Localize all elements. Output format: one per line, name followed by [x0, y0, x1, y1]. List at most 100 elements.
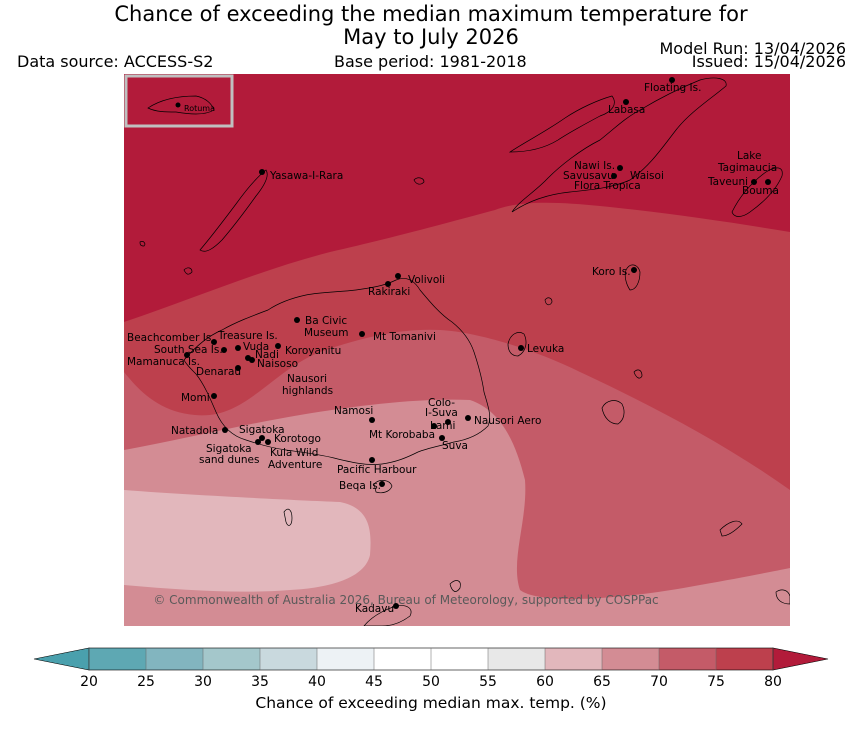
place-label: highlands	[282, 385, 333, 397]
place-marker	[222, 427, 228, 433]
place-marker	[211, 339, 217, 345]
place-label: Nawi Is.	[574, 160, 615, 172]
place-label: Mt Korobaba	[369, 429, 435, 441]
place-marker	[439, 435, 445, 441]
place-label: Pacific Harbour	[337, 464, 417, 476]
place-marker	[249, 357, 255, 363]
colorbar-segment	[317, 648, 374, 670]
place-marker	[617, 165, 623, 171]
coast-vanua-levu	[511, 77, 727, 213]
place-label: Colo-	[428, 397, 455, 409]
place-marker	[431, 423, 437, 429]
colorbar-segment	[716, 648, 773, 670]
place-marker	[275, 343, 281, 349]
place-label: Treasure Is.	[217, 330, 278, 342]
place-marker	[255, 439, 261, 445]
place-label: Volivoli	[408, 274, 445, 286]
place-marker	[379, 481, 385, 487]
place-label: Nausori	[287, 373, 327, 385]
place-marker	[221, 347, 227, 353]
place-label: Tagimaucia	[717, 162, 777, 174]
colorbar-tick-label: 30	[194, 674, 212, 690]
colorbar-tick-label: 70	[650, 674, 668, 690]
colorbar-tick-label: 40	[308, 674, 326, 690]
place-label: Levuka	[527, 343, 564, 355]
place-marker	[518, 345, 524, 351]
issued-label: Issued: 15/04/2026	[691, 52, 846, 71]
place-marker	[235, 365, 241, 371]
coast-beqa	[373, 480, 393, 494]
place-label: Labasa	[608, 104, 645, 116]
place-marker	[393, 603, 399, 609]
place-marker	[445, 419, 451, 425]
model-run-label: Model Run: 13/04/2026	[659, 39, 847, 58]
colorbar-segment	[203, 648, 260, 670]
place-marker	[611, 173, 617, 179]
place-label: Momi	[181, 392, 210, 404]
place-label: Museum	[304, 327, 349, 339]
place-marker	[265, 439, 271, 445]
place-marker	[623, 99, 629, 105]
coast-viti-levu	[183, 278, 490, 465]
colorbar-segment	[89, 648, 146, 670]
place-label: Koroyanitu	[285, 345, 341, 357]
colorbar-tick-label: 80	[764, 674, 782, 690]
place-label: Yasawa-I-Rara	[269, 170, 343, 182]
probability-field: Rotuma © Commonwealth of Australia 2026,…	[124, 74, 790, 626]
coastlines	[139, 77, 790, 626]
place-label: Namosi	[334, 405, 373, 417]
place-label: sand dunes	[199, 454, 259, 466]
colorbar-under-arrow	[33, 647, 90, 671]
colorbar-segment	[260, 648, 317, 670]
base-period-label: Base period: 1981-2018	[334, 52, 527, 71]
coast-ovalau	[507, 332, 527, 357]
colorbar-tick-label: 65	[593, 674, 611, 690]
coast-kadavu	[363, 605, 412, 626]
place-marker	[369, 417, 375, 423]
place-label: Sigatoka	[239, 424, 285, 436]
colorbar-segment	[545, 648, 602, 670]
place-marker	[259, 169, 265, 175]
place-label: Natadola	[171, 425, 218, 437]
place-marker	[465, 415, 471, 421]
colorbar-tick-label: 35	[251, 674, 269, 690]
place-label: South Sea Is.	[154, 344, 223, 356]
place-label: Nadi	[255, 349, 279, 361]
place-marker	[235, 345, 241, 351]
colorbar-segment	[659, 648, 716, 670]
place-marker	[294, 317, 300, 323]
place-label: Bouma	[742, 185, 779, 197]
colorbar-segment	[602, 648, 659, 670]
place-label: Ba Civic	[305, 315, 347, 327]
place-marker	[669, 77, 675, 83]
title-line-1: Chance of exceeding the median maximum t…	[114, 2, 748, 26]
place-marker	[385, 281, 391, 287]
place-marker	[395, 273, 401, 279]
place-label: Nausori Aero	[474, 415, 541, 427]
place-label: Suva	[442, 440, 468, 452]
copyright-notice: © Commonwealth of Australia 2026, Bureau…	[153, 593, 658, 607]
rotuma-inset: Rotuma	[124, 74, 234, 128]
place-label: Mamanuca Is.	[127, 356, 200, 368]
place-label: Mt Tomanivi	[373, 331, 436, 343]
place-label: Waisoi	[630, 170, 664, 182]
place-label: Sigatoka	[206, 443, 252, 455]
coast-vanua-levu-west	[508, 95, 615, 153]
place-label: Denarau	[196, 366, 241, 378]
colorbar-segment	[146, 648, 203, 670]
place-label: Koro Is.	[592, 266, 631, 278]
colorbar-segment	[374, 648, 431, 670]
coast-koro	[624, 264, 641, 291]
place-label: Lake	[737, 150, 761, 162]
colorbar: 20 25 30 35 40 45 50 55 60 65 70 75 80 Chance of exce…	[33, 647, 829, 712]
data-source-label: Data source: ACCESS-S2	[17, 52, 214, 71]
colorbar-tick-label: 25	[137, 674, 155, 690]
place-label: Kula Wild	[270, 447, 318, 459]
place-marker	[765, 179, 771, 185]
place-label: Beachcomber Is.	[127, 332, 215, 344]
place-marker	[751, 179, 757, 185]
place-marker	[359, 331, 365, 337]
colorbar-tick-label: 50	[422, 674, 440, 690]
